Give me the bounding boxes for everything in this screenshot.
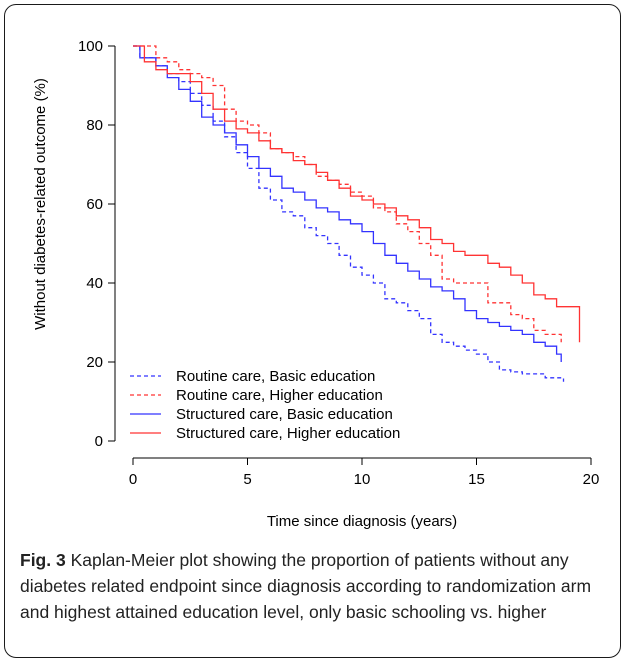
series-line-3 [133, 45, 562, 362]
x-tick-label: 15 [468, 471, 485, 488]
x-tick-label: 5 [243, 471, 251, 488]
legend-label-4: Structured care, Higher education [176, 425, 400, 442]
legend-label-3: Structured care, Basic education [176, 406, 393, 423]
x-tick-label: 0 [129, 471, 137, 488]
y-tick-label: 60 [86, 196, 103, 213]
x-axis-title: Time since diagnosis (years) [267, 513, 457, 530]
x-tick-label: 20 [583, 471, 600, 488]
legend: Routine care, Basic education Routine car… [130, 368, 400, 442]
series-line-2 [133, 45, 562, 343]
figure-label: Fig. 3 [20, 550, 66, 570]
y-tick-label: 100 [78, 38, 103, 55]
series-line-1 [133, 45, 565, 382]
x-tick-label: 10 [354, 471, 371, 488]
y-tick-label: 40 [86, 275, 103, 292]
y-tick-label: 20 [86, 354, 103, 371]
caption-text: Kaplan-Meier plot showing the proportion… [20, 550, 592, 622]
figure-caption: Fig. 3 Kaplan-Meier plot showing the pro… [20, 547, 615, 625]
series-layer [133, 45, 581, 382]
kaplan-meier-chart: 0 5 10 15 20 0 20 40 60 80 100 Routine care, Basic… [32, 38, 599, 530]
y-tick-label: 80 [86, 117, 103, 134]
y-tick-label: 0 [95, 433, 103, 450]
legend-label-2: Routine care, Higher education [176, 387, 383, 404]
series-line-4 [133, 45, 581, 343]
legend-label-1: Routine care, Basic education [176, 368, 375, 385]
y-axis-title: Without diabetes-related outcome (%) [32, 78, 49, 330]
axes: 0 5 10 15 20 0 20 40 60 80 100 [78, 38, 599, 488]
